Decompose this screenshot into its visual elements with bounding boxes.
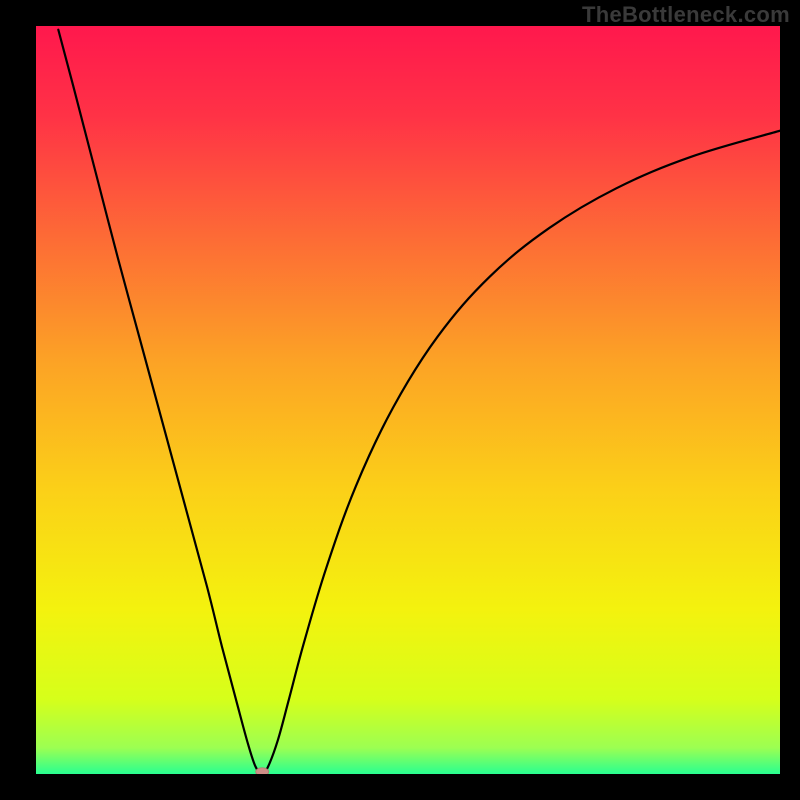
min-point-marker — [256, 768, 269, 774]
watermark-text: TheBottleneck.com — [582, 2, 790, 28]
chart-frame: TheBottleneck.com — [0, 0, 800, 800]
gradient-background — [36, 26, 780, 774]
chart-svg — [36, 26, 780, 774]
plot-area — [36, 26, 780, 774]
